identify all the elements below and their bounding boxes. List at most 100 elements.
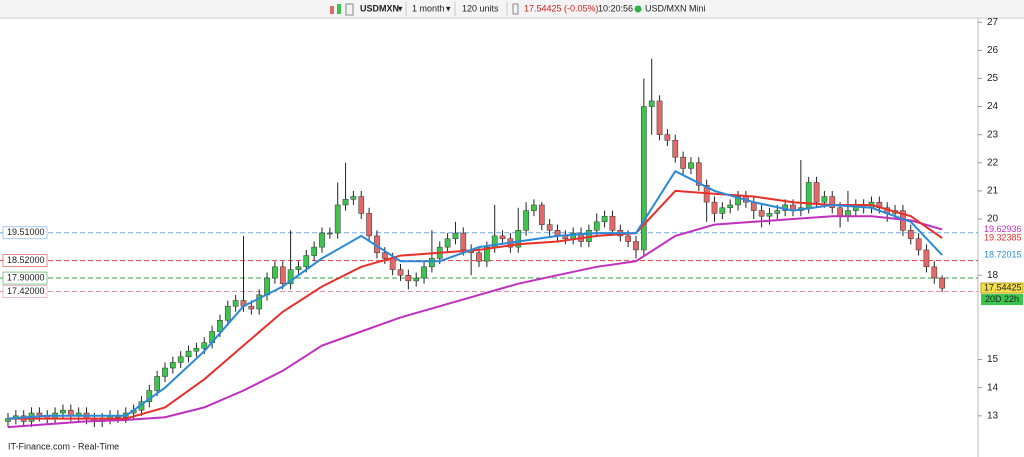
y-tick-label: 14 [987, 382, 999, 393]
level-label: 19.51000 [7, 227, 45, 237]
candle-body [444, 238, 451, 248]
candle-body [287, 269, 294, 284]
candle-body [154, 376, 161, 391]
candle-body [664, 134, 671, 141]
candle-body [758, 210, 765, 217]
candle-body [272, 266, 278, 279]
level-box [2, 226, 48, 240]
level-label: 17.42000 [7, 286, 45, 296]
candle-body [429, 258, 435, 268]
candle-body [711, 201, 718, 214]
candle-body [476, 252, 482, 262]
candle-body [224, 305, 231, 321]
moving-average [7, 169, 943, 420]
candle-body [546, 224, 553, 231]
candle-body [907, 230, 914, 239]
symbol-caret[interactable]: ▾ [398, 3, 403, 13]
candle-body [170, 362, 176, 369]
candle-body [688, 162, 694, 169]
footer: IT-Finance.com - Real-Time [8, 441, 119, 451]
price-tag-label: 19.32385 [984, 232, 1022, 242]
candle-body [939, 277, 945, 289]
candle-body [327, 232, 333, 235]
y-tick-label: 13 [987, 410, 999, 421]
period-caret[interactable]: ▾ [446, 3, 451, 13]
candle-body [695, 162, 702, 186]
time: 10:20:56 [598, 3, 633, 13]
level-box [2, 285, 48, 298]
price-tag [981, 224, 1023, 235]
price-tag [981, 233, 1023, 244]
level-box [2, 254, 48, 267]
candle-body [256, 294, 263, 310]
period[interactable]: 1 month [412, 3, 445, 13]
y-tick-label: 18 [987, 270, 999, 281]
y-tick-label: 26 [987, 45, 999, 56]
candle-body [680, 156, 686, 169]
candle-body [515, 230, 522, 248]
candle-body [609, 215, 616, 231]
candle-body [821, 196, 828, 203]
candle-body [641, 106, 647, 251]
candle-body [923, 249, 930, 268]
candle-body [625, 235, 631, 242]
candle-body [193, 348, 200, 352]
candle-body [601, 215, 608, 223]
candle-body [593, 221, 600, 231]
candle-body [484, 246, 490, 262]
symbol[interactable]: USDMXN [360, 3, 399, 13]
price-tag-label: 18.72015 [984, 249, 1022, 259]
candle-body [232, 300, 239, 307]
toolbar [0, 0, 1024, 18]
candle-body [531, 204, 537, 211]
candle-body [523, 210, 529, 231]
candle-body [719, 207, 726, 214]
moving-average [8, 189, 943, 420]
candle-body [829, 196, 836, 209]
candle-body [248, 305, 255, 310]
countdown-box [981, 294, 1023, 306]
y-tick-label: 21 [987, 186, 999, 197]
candle-body [460, 232, 467, 251]
candle-body [421, 266, 427, 279]
candle-body [389, 258, 396, 270]
level-label: 17.90000 [7, 272, 45, 282]
candle-body [656, 100, 663, 135]
candle-body [413, 277, 420, 282]
moving-average [7, 215, 943, 429]
y-tick-label: 15 [987, 354, 999, 365]
candle-body [397, 269, 404, 276]
candle-body [735, 196, 741, 206]
candle-body [381, 252, 388, 259]
candle-body [217, 319, 223, 332]
units[interactable]: 120 units [462, 3, 499, 13]
candles [5, 58, 945, 428]
y-tick-label: 22 [987, 157, 999, 168]
candle-body [358, 196, 365, 214]
candle-body [319, 232, 325, 248]
level-box [2, 271, 48, 285]
candle-body [727, 204, 734, 209]
candle-body [334, 204, 341, 234]
candle-body [766, 213, 773, 217]
candle-body [366, 213, 372, 237]
candle-body [774, 210, 781, 214]
instrument: USD/MXN Mini [645, 3, 706, 13]
candle-body [538, 204, 545, 225]
candle-body [60, 409, 66, 414]
candle-body [633, 241, 639, 251]
candle-body [350, 196, 357, 200]
y-tick-label: 20 [987, 214, 999, 225]
candle-body [185, 350, 192, 358]
candle-body [837, 207, 843, 217]
y-tick-label: 24 [987, 101, 999, 112]
level-label: 18.52000 [7, 255, 45, 265]
candle-body [279, 266, 286, 284]
price-tag [981, 250, 1023, 261]
price-tag-label: 19.62936 [984, 224, 1022, 234]
candle-body [201, 342, 208, 349]
y-tick-label: 23 [987, 129, 999, 140]
candle-body [813, 182, 820, 203]
countdown: 20D 22h [985, 294, 1019, 304]
